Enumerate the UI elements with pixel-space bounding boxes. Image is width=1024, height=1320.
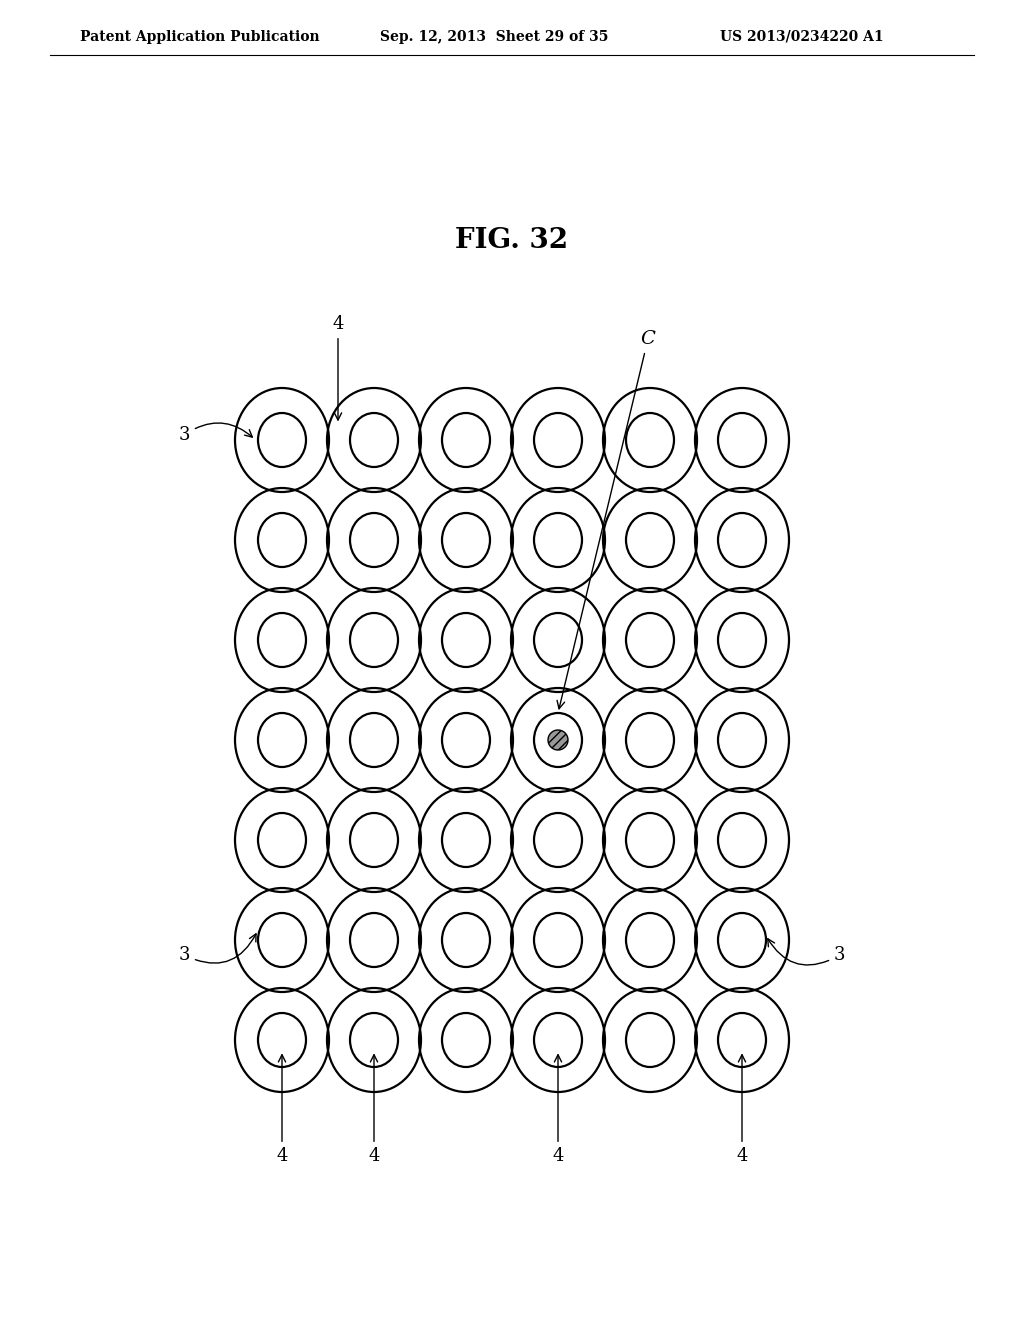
- Text: 4: 4: [552, 1055, 563, 1166]
- Text: 4: 4: [736, 1055, 748, 1166]
- Text: Patent Application Publication: Patent Application Publication: [80, 30, 319, 44]
- Text: 4: 4: [276, 1055, 288, 1166]
- Text: 3: 3: [768, 939, 846, 965]
- Text: FIG. 32: FIG. 32: [456, 227, 568, 253]
- Text: C: C: [557, 330, 655, 709]
- Text: Sep. 12, 2013  Sheet 29 of 35: Sep. 12, 2013 Sheet 29 of 35: [380, 30, 608, 44]
- Text: 3: 3: [178, 933, 256, 964]
- Text: US 2013/0234220 A1: US 2013/0234220 A1: [720, 30, 884, 44]
- Ellipse shape: [548, 730, 568, 750]
- Text: 3: 3: [178, 422, 252, 444]
- Text: 4: 4: [333, 315, 344, 420]
- Text: 4: 4: [369, 1055, 380, 1166]
